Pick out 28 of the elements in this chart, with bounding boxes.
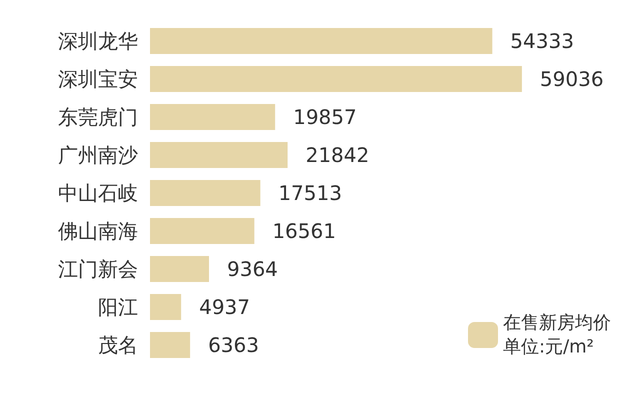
bar	[150, 66, 522, 92]
bar	[150, 218, 254, 244]
y-tick-label: 茂名	[98, 333, 138, 357]
data-label: 16561	[272, 219, 336, 243]
y-tick-label: 佛山南海	[58, 219, 138, 243]
bar	[150, 294, 182, 320]
y-tick-label: 东莞虎门	[58, 105, 138, 129]
y-tick-label: 广州南沙	[58, 143, 138, 167]
legend-label: 在售新房均价单位:元/m²	[503, 312, 611, 358]
bar	[150, 256, 209, 282]
data-label: 9364	[226, 257, 278, 281]
y-tick-label: 深圳龙华	[58, 29, 138, 53]
data-label: 4937	[199, 295, 250, 319]
data-label: 21842	[306, 143, 370, 167]
bar	[150, 180, 260, 206]
y-tick-label: 阳江	[98, 295, 138, 319]
data-label: 59036	[540, 67, 604, 91]
y-tick-label: 江门新会	[58, 257, 138, 281]
bar	[150, 332, 190, 358]
data-label: 6363	[208, 333, 259, 357]
bar	[150, 142, 288, 168]
bar	[150, 104, 276, 130]
data-label: 19857	[293, 105, 357, 129]
data-label: 54333	[510, 29, 574, 53]
y-tick-label: 深圳宝安	[58, 67, 138, 91]
y-tick-label: 中山石岐	[58, 181, 138, 205]
bar	[150, 28, 492, 54]
data-label: 17513	[278, 181, 342, 205]
